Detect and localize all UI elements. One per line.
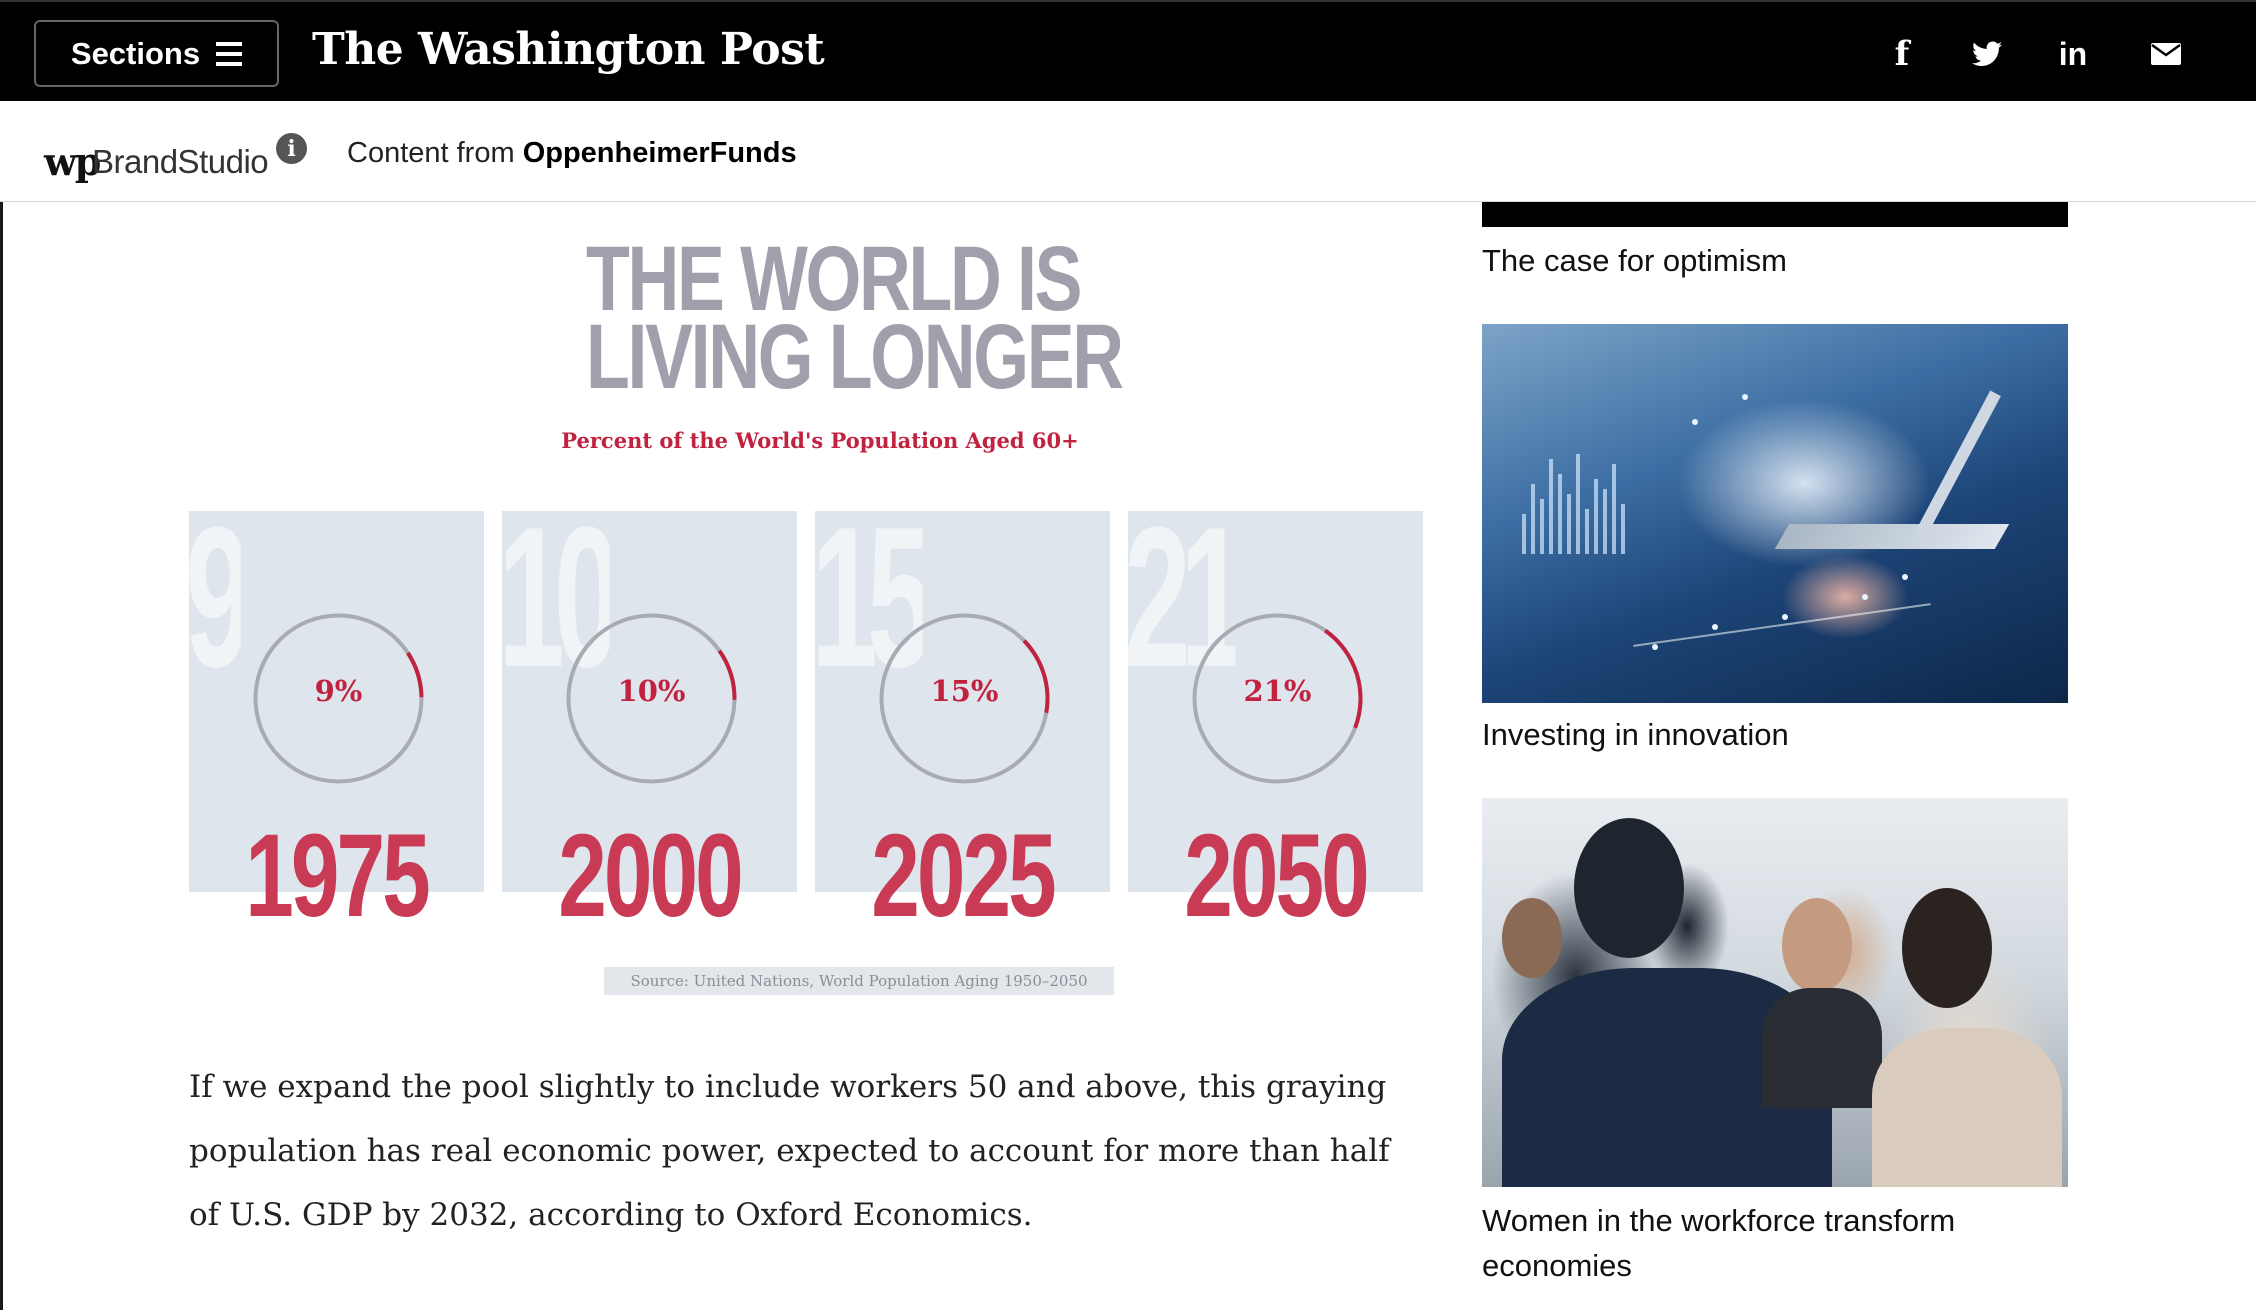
- percent-label: 15%: [930, 674, 999, 708]
- rail-link-case-for-optimism[interactable]: The case for optimism: [1482, 243, 1787, 278]
- percent-label: 9%: [314, 674, 363, 708]
- person-head-graphic: [1502, 898, 1562, 978]
- network-dot: [1652, 644, 1658, 650]
- percent-arc: [406, 651, 424, 698]
- infographic-source: Source: United Nations, World Population…: [604, 967, 1114, 995]
- sponsor-name: OppenheimerFunds: [522, 137, 797, 169]
- person-head-graphic: [1782, 898, 1852, 993]
- title-line-2: LIVING LONGER: [586, 306, 1124, 408]
- masthead-logo[interactable]: The Washington Post: [312, 24, 825, 75]
- rail-link-investing-in-innovation[interactable]: Investing in innovation: [1482, 717, 1789, 752]
- hamburger-icon: [216, 41, 243, 66]
- stat-panel-1975: 9 9% 1975: [185, 503, 484, 941]
- panel-background-number: 21: [1124, 503, 1236, 693]
- person-torso-graphic: [1762, 988, 1882, 1108]
- percent-label: 10%: [617, 674, 686, 708]
- percent-arc: [1022, 639, 1050, 714]
- person-torso-graphic: [1872, 1028, 2062, 1187]
- year-label: 2050: [1184, 810, 1369, 942]
- facebook-icon[interactable]: f: [1894, 34, 1910, 74]
- percent-ring: [1192, 613, 1363, 784]
- panel-background-number: 10: [498, 503, 610, 693]
- network-dot: [1692, 419, 1698, 425]
- laptop-graphic: [1774, 524, 2010, 549]
- content-from-label: Content from: [347, 137, 523, 169]
- rail-image-bottom-edge[interactable]: [1482, 202, 2068, 227]
- network-dot: [1782, 614, 1788, 620]
- percent-ring: [566, 613, 737, 784]
- brand-studio-bar: wp BrandStudio i Content from Oppenheime…: [0, 101, 2256, 202]
- network-line: [1633, 603, 1931, 647]
- top-nav-bar: Sections The Washington Post f in: [0, 0, 2256, 101]
- year-label: 2000: [558, 810, 743, 942]
- stat-panel-2050: 21 21% 2050: [1124, 503, 1423, 941]
- rail-image-innovation[interactable]: [1482, 324, 2068, 703]
- panel-background-number: 9: [185, 503, 241, 693]
- percent-ring: [879, 613, 1050, 784]
- panel-background-number: 15: [811, 503, 923, 693]
- person-head-graphic: [1902, 888, 1992, 1008]
- infographic-title: THE WORLD IS LIVING LONGER: [586, 228, 1124, 408]
- percent-arc: [717, 649, 737, 700]
- network-dot: [1742, 394, 1748, 400]
- percent-arc: [1324, 628, 1363, 729]
- sponsor-credit: Content from OppenheimerFunds: [347, 137, 797, 170]
- percent-label: 21%: [1243, 674, 1312, 708]
- network-dot: [1902, 574, 1908, 580]
- linkedin-icon[interactable]: in: [2058, 35, 2088, 72]
- sections-menu-button[interactable]: Sections: [34, 20, 279, 87]
- network-dot: [1712, 624, 1718, 630]
- network-dot: [1862, 594, 1868, 600]
- wp-logo[interactable]: wp: [44, 139, 101, 184]
- rail-image-women-workforce[interactable]: [1482, 798, 2068, 1187]
- left-window-edge: [0, 202, 3, 1310]
- brandstudio-label[interactable]: BrandStudio: [92, 143, 269, 180]
- article-paragraph: If we expand the pool slightly to includ…: [189, 1069, 1390, 1233]
- person-head-graphic: [1574, 818, 1684, 958]
- sections-label: Sections: [70, 35, 201, 71]
- title-line-1: THE WORLD IS: [586, 228, 1082, 330]
- infographic-subtitle: Percent of the World's Population Aged 6…: [561, 428, 1079, 453]
- twitter-icon[interactable]: [1968, 32, 2006, 76]
- email-icon[interactable]: [2146, 32, 2186, 76]
- year-label: 1975: [245, 810, 430, 942]
- stat-panel-2025: 15 15% 2025: [811, 503, 1110, 941]
- percent-ring: [253, 613, 424, 784]
- stat-panel-2000: 10 10% 2000: [498, 503, 797, 941]
- year-label: 2025: [871, 810, 1056, 942]
- laptop-screen-graphic: [1915, 390, 2001, 538]
- rail-link-women-in-workforce[interactable]: Women in the workforce transform economi…: [1482, 1203, 1956, 1283]
- chart-graphic: [1522, 444, 1642, 554]
- info-icon[interactable]: i: [276, 133, 307, 164]
